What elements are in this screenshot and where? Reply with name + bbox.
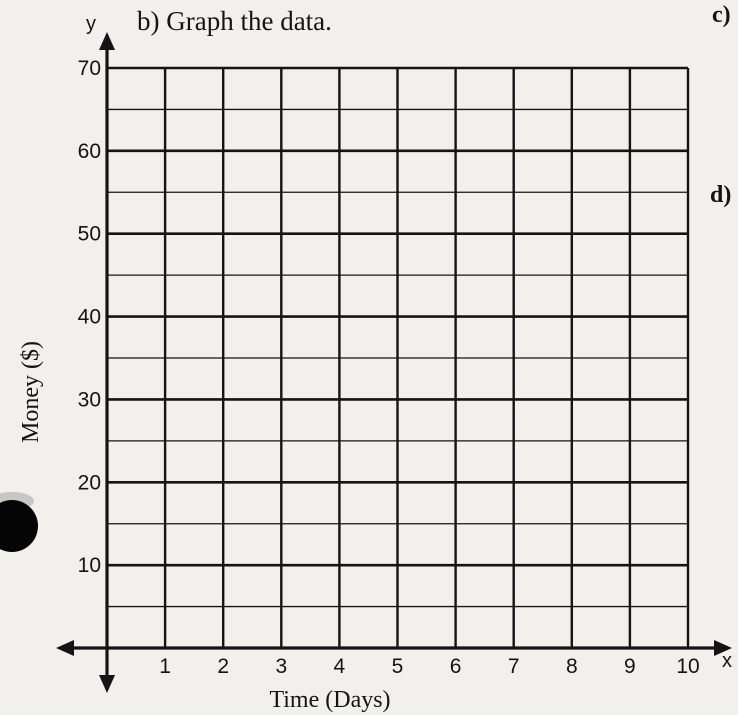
x-axis-label: Time (Days) (269, 687, 390, 713)
y-axis-label: Money ($) (18, 341, 44, 443)
x-tick-label: 4 (334, 655, 346, 678)
x-tick-label: 7 (508, 655, 520, 678)
x-tick-label: 3 (275, 655, 287, 678)
x-tick-label: 6 (450, 655, 462, 678)
tick-labels: 1 2 3 4 5 6 7 8 9 10 10 20 30 40 50 60 70 (78, 57, 700, 678)
y-axis-arrow-up (99, 32, 115, 50)
part-b-heading: b) Graph the data. (137, 6, 332, 36)
x-axis-letter: x (722, 650, 732, 672)
part-d-label: d) (710, 182, 731, 208)
y-tick-label: 10 (78, 554, 101, 577)
x-axis-arrow-left (56, 640, 74, 656)
x-tick-label: 10 (676, 655, 699, 678)
y-tick-label: 70 (78, 57, 101, 80)
x-tick-label: 9 (624, 655, 636, 678)
y-tick-label: 30 (78, 388, 101, 411)
x-tick-label: 1 (159, 655, 171, 678)
axes (56, 32, 732, 693)
x-tick-label: 5 (392, 655, 404, 678)
y-tick-label: 60 (78, 140, 101, 163)
y-tick-label: 50 (78, 223, 101, 246)
y-axis-letter: y (86, 13, 96, 35)
y-tick-label: 40 (78, 306, 101, 329)
x-axis-arrow-right (714, 640, 732, 656)
y-axis-arrow-down (99, 675, 115, 693)
x-tick-label: 2 (217, 655, 229, 678)
graph-grid (107, 66, 690, 648)
y-tick-label: 20 (78, 471, 101, 494)
x-tick-label: 8 (566, 655, 578, 678)
part-c-label: c) (712, 2, 731, 28)
